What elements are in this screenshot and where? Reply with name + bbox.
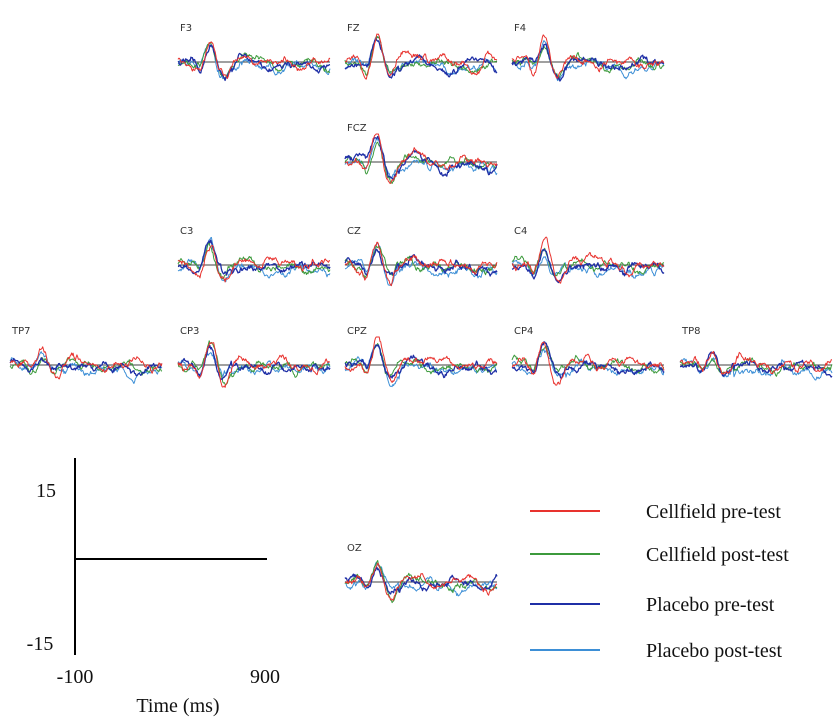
channel-label-c4: C4 <box>514 226 527 237</box>
trace-fcz-cellfield-pre-test <box>344 133 498 184</box>
trace-cz-cellfield-pre-test <box>344 241 498 287</box>
trace-tp7-placebo-post-test <box>9 351 163 384</box>
panel-fz: FZ <box>344 23 498 80</box>
trace-tp7-placebo-pre-test <box>9 357 163 377</box>
channel-label-tp7: TP7 <box>11 326 31 337</box>
trace-fcz-placebo-pre-test <box>344 135 498 181</box>
trace-c4-cellfield-post-test <box>511 247 665 277</box>
panel-c4: C4 <box>511 226 665 284</box>
trace-f3-cellfield-pre-test <box>177 41 331 79</box>
scale-x-start-label: -100 <box>57 666 94 688</box>
channel-label-tp8: TP8 <box>681 326 701 337</box>
trace-fcz-placebo-post-test <box>344 138 498 179</box>
trace-f4-cellfield-pre-test <box>511 34 665 79</box>
scale-y-top-label: 15 <box>36 480 56 502</box>
panel-c3: C3 <box>177 226 331 283</box>
legend-label-placebo-pre-test: Placebo pre-test <box>646 594 775 616</box>
trace-cpz-cellfield-pre-test <box>344 336 498 383</box>
channel-label-cpz: CPZ <box>347 326 367 337</box>
trace-c3-cellfield-post-test <box>177 242 331 280</box>
scale-bar: 15 -15 -100 900 Time (ms) <box>27 458 280 717</box>
panel-tp7: TP7 <box>9 326 163 384</box>
panel-f3: F3 <box>177 23 331 82</box>
panel-cp4: CP4 <box>511 326 665 386</box>
channel-label-f3: F3 <box>180 23 192 34</box>
trace-oz-cellfield-pre-test <box>344 562 498 601</box>
trace-cp3-cellfield-pre-test <box>177 342 331 388</box>
trace-f3-placebo-pre-test <box>177 44 331 82</box>
trace-c3-placebo-pre-test <box>177 239 331 276</box>
trace-c4-cellfield-pre-test <box>511 236 665 284</box>
trace-cpz-placebo-pre-test <box>344 344 497 380</box>
trace-fz-cellfield-pre-test <box>344 33 498 80</box>
channel-label-cz: CZ <box>347 226 361 237</box>
channel-label-c3: C3 <box>180 226 193 237</box>
channel-label-f4: F4 <box>514 23 526 34</box>
trace-fz-placebo-pre-test <box>344 38 498 79</box>
channel-label-oz: OZ <box>347 543 362 554</box>
panel-oz: OZ <box>344 543 498 604</box>
panel-f4: F4 <box>511 23 665 82</box>
trace-tp7-cellfield-pre-test <box>9 346 163 380</box>
trace-cp3-cellfield-post-test <box>177 340 331 386</box>
panel-cp3: CP3 <box>177 326 331 388</box>
legend-label-cellfield-post-test: Cellfield post-test <box>646 544 789 566</box>
legend-label-cellfield-pre-test: Cellfield pre-test <box>646 501 781 523</box>
legend: Cellfield pre-test Cellfield post-test Pla… <box>530 501 789 662</box>
scale-y-bottom-label: -15 <box>27 633 54 655</box>
scale-x-title: Time (ms) <box>136 695 219 717</box>
panel-fcz: FCZ <box>344 123 498 184</box>
trace-oz-cellfield-post-test <box>344 560 498 604</box>
trace-c3-placebo-post-test <box>177 236 331 283</box>
trace-oz-placebo-pre-test <box>344 566 498 595</box>
trace-tp8-cellfield-pre-test <box>679 350 833 375</box>
trace-f4-cellfield-post-test <box>511 45 665 79</box>
panel-cz: CZ <box>344 226 498 287</box>
trace-c4-placebo-pre-test <box>511 248 665 284</box>
trace-cp4-cellfield-pre-test <box>511 341 665 386</box>
trace-fz-cellfield-post-test <box>344 35 498 76</box>
trace-fcz-cellfield-post-test <box>344 141 498 184</box>
legend-label-placebo-post-test: Placebo post-test <box>646 640 783 662</box>
channel-label-cp3: CP3 <box>180 326 199 337</box>
panel-tp8: TP8 <box>679 326 833 381</box>
trace-c3-cellfield-pre-test <box>177 245 331 283</box>
panel-cpz: CPZ <box>344 326 498 388</box>
channel-label-fcz: FCZ <box>347 123 367 134</box>
trace-cp4-placebo-pre-test <box>511 341 665 380</box>
channel-label-fz: FZ <box>347 23 360 34</box>
trace-cp3-placebo-pre-test <box>177 344 331 381</box>
scale-x-end-label: 900 <box>250 666 280 688</box>
channel-panels: F3 FZ F4 FCZ C3 CZ C4 TP7 CP3 CPZ CP4 TP8 OZ <box>9 23 833 604</box>
trace-f3-cellfield-post-test <box>177 41 331 80</box>
channel-label-cp4: CP4 <box>514 326 533 337</box>
